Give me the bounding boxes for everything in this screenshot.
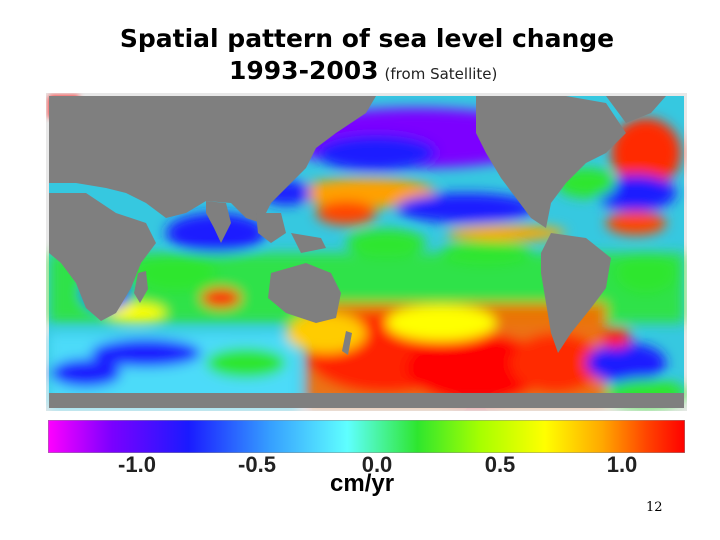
title-line-2: 1993-2003 (from Satellite) [229,56,497,85]
tick-label: 1.0 [606,452,638,477]
colorbar [48,420,685,453]
colorbar-unit: cm/yr [330,470,395,497]
title-line-1: Spatial pattern of sea level change [119,24,615,53]
sea-level-map [46,93,687,411]
title-years: 1993-2003 [229,56,379,85]
tick-label: 0.5 [484,452,516,477]
tick-label: -0.5 [238,452,276,477]
page-number: 12 [646,500,663,515]
tick-label: 0.0 [361,452,393,477]
tick-label: -1.0 [118,452,156,477]
title-source: (from Satellite) [384,65,498,83]
colorbar-gradient [48,420,685,453]
colorbar-ticks: -1.0 -0.5 0.0 0.5 1.0 [0,452,720,477]
land-masses [49,96,684,408]
